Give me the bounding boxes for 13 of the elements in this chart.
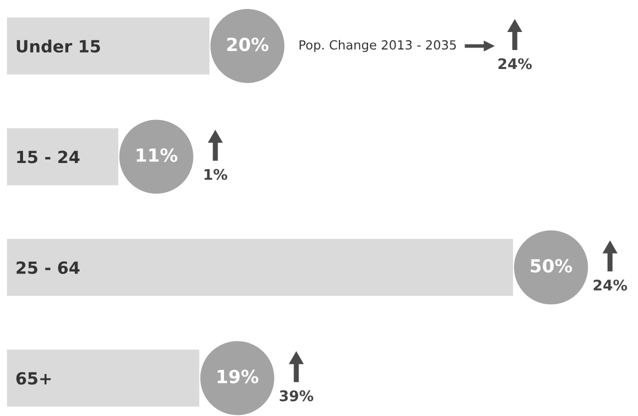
data-label: 50% [530,258,572,273]
y-tick-label: Under 15 [16,40,100,53]
annotation: Pop. Change 2013 - 2035 [300,40,456,52]
annotation: 24% [498,58,532,70]
y-tick-label: 15 - 24 [17,150,80,164]
text: 24% [594,280,628,291]
data-label: 19% [218,370,258,384]
data-label: 11% [136,148,178,162]
y-tick-label: 25 - 64 [16,261,80,274]
annotation: 39% [280,390,314,402]
y-tick-label: 65+ [16,372,51,385]
data-label: 20% [227,38,268,52]
annotation: 1% [204,168,228,180]
